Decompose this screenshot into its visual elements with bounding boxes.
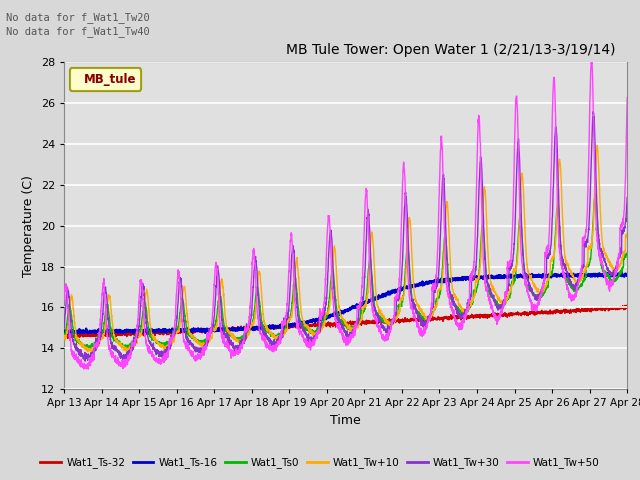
X-axis label: Time: Time — [330, 414, 361, 427]
Legend: MB_tule: MB_tule — [70, 68, 141, 91]
Text: No data for f_Wat1_Tw20: No data for f_Wat1_Tw20 — [6, 12, 150, 23]
Text: No data for f_Wat1_Tw40: No data for f_Wat1_Tw40 — [6, 26, 150, 37]
Y-axis label: Temperature (C): Temperature (C) — [22, 175, 35, 276]
Legend: Wat1_Ts-32, Wat1_Ts-16, Wat1_Ts0, Wat1_Tw+10, Wat1_Tw+30, Wat1_Tw+50: Wat1_Ts-32, Wat1_Ts-16, Wat1_Ts0, Wat1_T… — [36, 453, 604, 472]
Text: MB Tule Tower: Open Water 1 (2/21/13-3/19/14): MB Tule Tower: Open Water 1 (2/21/13-3/1… — [287, 43, 616, 57]
